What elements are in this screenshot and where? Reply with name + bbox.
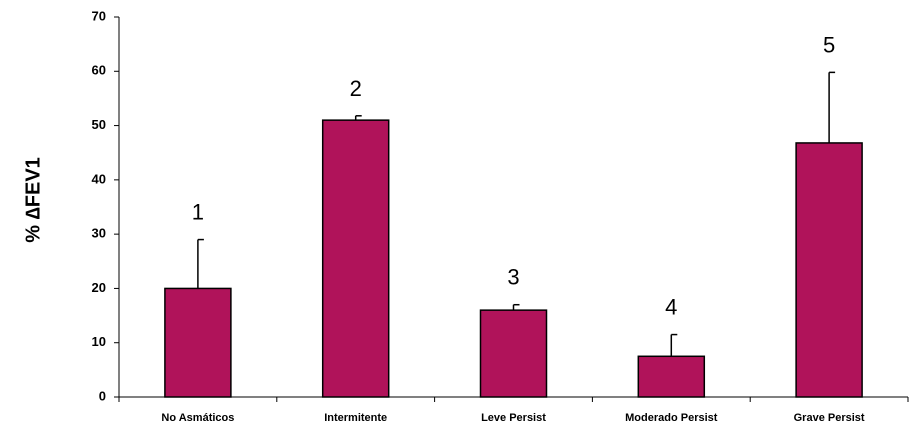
bar: [479, 309, 548, 398]
bar-labels: 1 2 3 4 5: [192, 32, 835, 319]
y-tick-label: 10: [92, 334, 106, 349]
bar: [637, 355, 706, 398]
y-tick-label: 30: [92, 226, 106, 241]
x-ticks: [118, 397, 909, 402]
bar: [164, 287, 232, 398]
bar-number-label: 2: [350, 76, 362, 101]
y-axis-label-text: % ∆FEV1: [22, 157, 44, 243]
error-bars: [197, 71, 836, 357]
y-axis-label: % ∆FEV1: [22, 157, 44, 243]
bars: [164, 119, 863, 398]
bar-number-label: 1: [192, 200, 204, 225]
y-tick-label: 40: [92, 171, 106, 186]
category-label: Moderado Persist: [625, 412, 718, 424]
bar-number-label: 5: [823, 32, 835, 57]
bar: [795, 142, 863, 398]
y-ticks: 0 10 20 30 40 50 60 70: [92, 8, 119, 403]
bar-number-label: 4: [665, 295, 677, 320]
bar-number-label: 3: [507, 265, 519, 290]
category-label: No Asmáticos: [161, 412, 234, 424]
category-label: Grave Persist: [794, 412, 865, 424]
category-labels: No Asmáticos Intermitente Leve Persist Mode…: [161, 412, 864, 424]
y-tick-label: 0: [99, 388, 106, 403]
bar: [321, 119, 390, 398]
y-tick-label: 70: [92, 8, 106, 23]
y-tick-label: 60: [92, 63, 106, 78]
category-label: Intermitente: [324, 412, 387, 424]
y-tick-label: 20: [92, 280, 106, 295]
category-label: Leve Persist: [481, 412, 546, 424]
y-tick-label: 50: [92, 117, 106, 132]
